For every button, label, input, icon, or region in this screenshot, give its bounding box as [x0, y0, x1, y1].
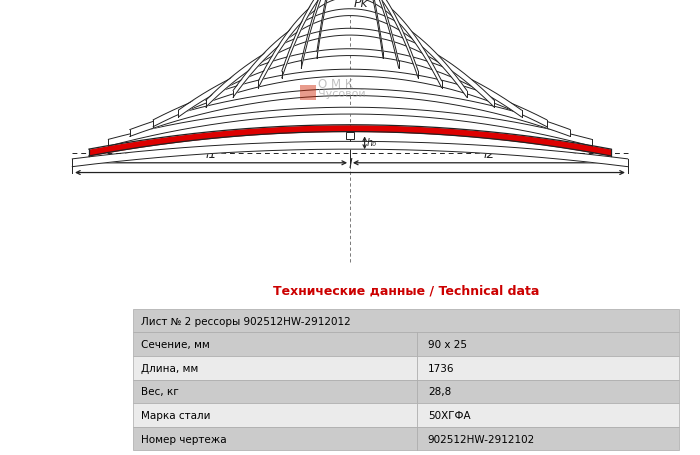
Text: Чусовой: Чусовой [318, 89, 365, 99]
Bar [300, 86, 316, 101]
Bar [133, 380, 417, 403]
Text: О М К: О М К [318, 77, 353, 91]
Text: Длина, мм: Длина, мм [141, 363, 198, 373]
Text: 902512HW-2912102: 902512HW-2912102 [428, 434, 535, 444]
Text: 28,8: 28,8 [428, 387, 451, 396]
Text: l: l [349, 157, 351, 170]
Text: 50ХГФА: 50ХГФА [428, 410, 470, 420]
Text: Pk: Pk [354, 0, 369, 10]
Text: Лист № 2 рессоры 902512HW-2912012: Лист № 2 рессоры 902512HW-2912012 [141, 316, 351, 326]
Bar [133, 403, 417, 427]
Text: Вес, кг: Вес, кг [141, 387, 179, 396]
Text: Сечение, мм: Сечение, мм [141, 339, 210, 349]
Bar [133, 427, 417, 450]
Text: h₀: h₀ [367, 137, 377, 147]
Bar [133, 333, 417, 356]
Text: Марка стали: Марка стали [141, 410, 211, 420]
Bar [133, 356, 417, 380]
Bar [346, 132, 354, 140]
Text: 1736: 1736 [428, 363, 454, 373]
Text: l1: l1 [205, 147, 217, 161]
Bar [417, 333, 679, 356]
Text: Технические данные / Technical data: Технические данные / Technical data [273, 284, 539, 297]
Bar [417, 403, 679, 427]
Bar [133, 309, 679, 333]
Text: 90 x 25: 90 x 25 [428, 339, 467, 349]
Text: Номер чертежа: Номер чертежа [141, 434, 227, 444]
Bar [417, 380, 679, 403]
Bar [417, 356, 679, 380]
Bar [417, 427, 679, 450]
Text: l2: l2 [483, 147, 495, 161]
Text: Т: Т [355, 0, 363, 7]
